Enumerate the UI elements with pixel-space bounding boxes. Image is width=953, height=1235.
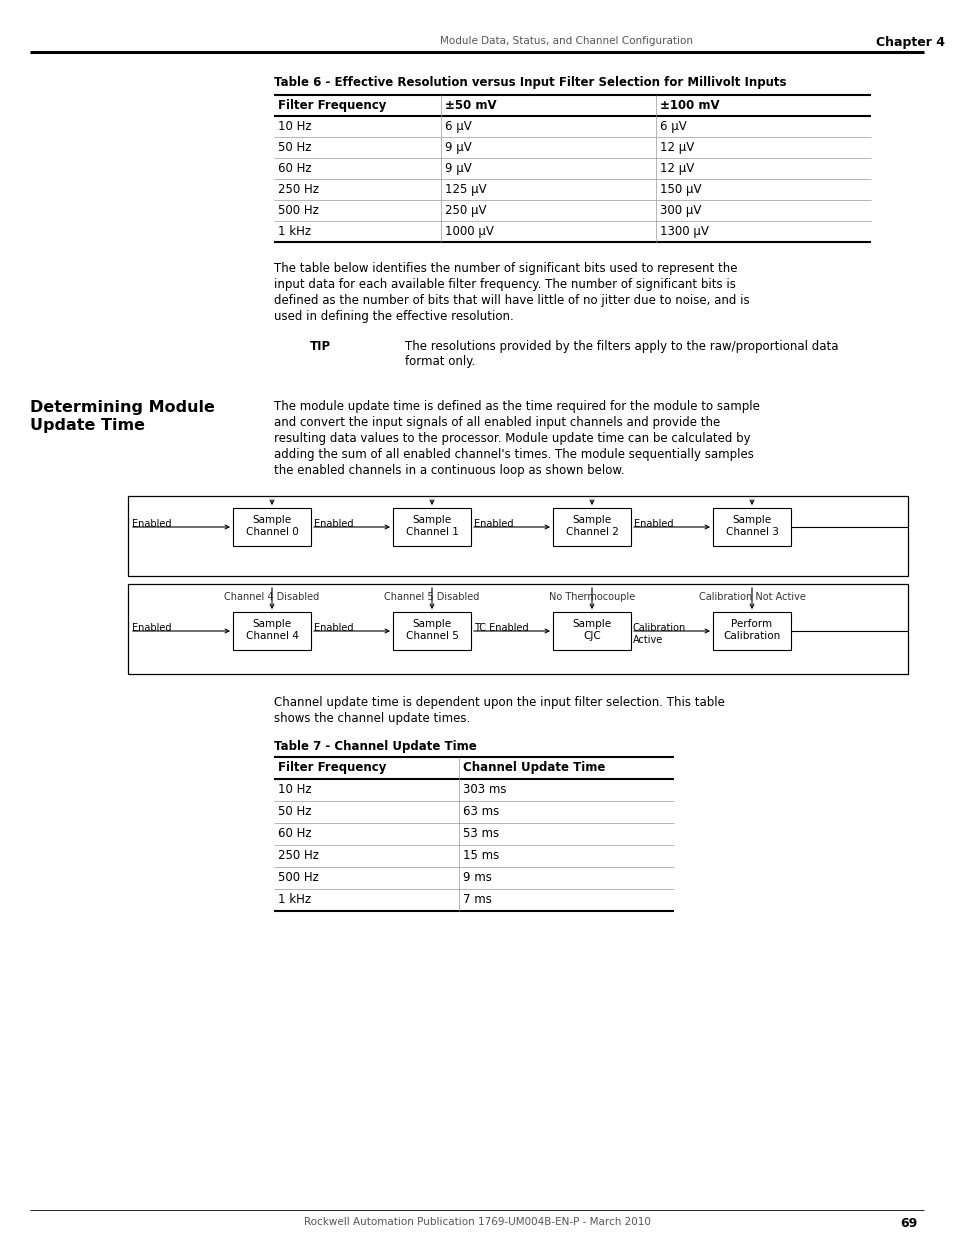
Text: TC Enabled: TC Enabled <box>474 622 528 634</box>
Text: and convert the input signals of all enabled input channels and provide the: and convert the input signals of all ena… <box>274 416 720 429</box>
Text: Update Time: Update Time <box>30 417 145 433</box>
Text: 125 μV: 125 μV <box>444 183 486 196</box>
Text: Enabled: Enabled <box>314 519 354 529</box>
Text: Sample
Channel 4: Sample Channel 4 <box>245 619 298 641</box>
Text: ±50 mV: ±50 mV <box>444 99 497 112</box>
Text: 250 μV: 250 μV <box>444 204 486 217</box>
Text: defined as the number of bits that will have little of no jitter due to noise, a: defined as the number of bits that will … <box>274 294 749 308</box>
Text: Sample
Channel 1: Sample Channel 1 <box>405 515 458 536</box>
Text: Perform
Calibration: Perform Calibration <box>722 619 780 641</box>
Text: 10 Hz: 10 Hz <box>277 783 312 797</box>
Text: Enabled: Enabled <box>634 519 673 529</box>
Text: No Thermocouple: No Thermocouple <box>548 592 635 601</box>
Bar <box>128 584 907 674</box>
Bar <box>712 508 790 546</box>
Text: 300 μV: 300 μV <box>659 204 700 217</box>
Text: Sample
Channel 0: Sample Channel 0 <box>245 515 298 536</box>
Bar <box>393 613 471 650</box>
Text: adding the sum of all enabled channel's times. The module sequentially samples: adding the sum of all enabled channel's … <box>274 448 753 461</box>
Text: 7 ms: 7 ms <box>462 893 492 906</box>
Text: 50 Hz: 50 Hz <box>277 805 312 818</box>
Text: Filter Frequency: Filter Frequency <box>277 761 386 774</box>
Bar <box>128 496 907 576</box>
Text: The module update time is defined as the time required for the module to sample: The module update time is defined as the… <box>274 400 760 412</box>
Text: Channel 5 Disabled: Channel 5 Disabled <box>384 592 479 601</box>
Text: Sample
Channel 3: Sample Channel 3 <box>725 515 778 536</box>
Text: Sample
CJC: Sample CJC <box>572 619 611 641</box>
Text: 303 ms: 303 ms <box>462 783 506 797</box>
Text: 69: 69 <box>900 1216 917 1230</box>
Text: 1300 μV: 1300 μV <box>659 225 708 238</box>
Text: Table 6 - Effective Resolution versus Input Filter Selection for Millivolt Input: Table 6 - Effective Resolution versus In… <box>274 77 785 89</box>
Text: Enabled: Enabled <box>132 622 172 634</box>
Text: Sample
Channel 5: Sample Channel 5 <box>405 619 458 641</box>
Bar <box>553 508 630 546</box>
Text: 1 kHz: 1 kHz <box>277 893 311 906</box>
Text: 60 Hz: 60 Hz <box>277 827 312 840</box>
Text: 6 μV: 6 μV <box>659 120 686 133</box>
Text: Enabled: Enabled <box>474 519 513 529</box>
Text: input data for each available filter frequency. The number of significant bits i: input data for each available filter fre… <box>274 278 735 291</box>
Text: 9 μV: 9 μV <box>444 141 471 154</box>
Text: the enabled channels in a continuous loop as shown below.: the enabled channels in a continuous loo… <box>274 464 624 477</box>
Text: Calibration Not Active: Calibration Not Active <box>698 592 804 601</box>
Text: Rockwell Automation Publication 1769-UM004B-EN-P - March 2010: Rockwell Automation Publication 1769-UM0… <box>303 1216 650 1228</box>
Text: Table 7 - Channel Update Time: Table 7 - Channel Update Time <box>274 740 476 753</box>
Text: 10 Hz: 10 Hz <box>277 120 312 133</box>
Text: Enabled: Enabled <box>132 519 172 529</box>
Text: 500 Hz: 500 Hz <box>277 204 318 217</box>
Text: 9 ms: 9 ms <box>462 871 492 884</box>
Text: Channel Update Time: Channel Update Time <box>462 761 605 774</box>
Text: 60 Hz: 60 Hz <box>277 162 312 175</box>
Text: 500 Hz: 500 Hz <box>277 871 318 884</box>
Text: 53 ms: 53 ms <box>462 827 498 840</box>
Text: Channel update time is dependent upon the input filter selection. This table: Channel update time is dependent upon th… <box>274 697 724 709</box>
Text: format only.: format only. <box>405 354 475 368</box>
Bar <box>553 613 630 650</box>
Bar <box>233 613 311 650</box>
Text: 9 μV: 9 μV <box>444 162 471 175</box>
Text: 1000 μV: 1000 μV <box>444 225 494 238</box>
Text: 250 Hz: 250 Hz <box>277 183 318 196</box>
Text: Sample
Channel 2: Sample Channel 2 <box>565 515 618 536</box>
Text: Module Data, Status, and Channel Configuration: Module Data, Status, and Channel Configu… <box>439 36 692 46</box>
Text: Determining Module: Determining Module <box>30 400 214 415</box>
Text: shows the channel update times.: shows the channel update times. <box>274 713 470 725</box>
Text: ±100 mV: ±100 mV <box>659 99 719 112</box>
Text: Channel 4 Disabled: Channel 4 Disabled <box>224 592 319 601</box>
Text: 6 μV: 6 μV <box>444 120 471 133</box>
Text: 150 μV: 150 μV <box>659 183 700 196</box>
Text: Calibration
Active: Calibration Active <box>633 622 685 645</box>
Text: used in defining the effective resolution.: used in defining the effective resolutio… <box>274 310 514 324</box>
Text: Filter Frequency: Filter Frequency <box>277 99 386 112</box>
Bar <box>712 613 790 650</box>
Text: Chapter 4: Chapter 4 <box>875 36 944 49</box>
Text: TIP: TIP <box>310 340 331 353</box>
Text: 15 ms: 15 ms <box>462 848 498 862</box>
Text: 12 μV: 12 μV <box>659 141 694 154</box>
Text: resulting data values to the processor. Module update time can be calculated by: resulting data values to the processor. … <box>274 432 750 445</box>
Text: The table below identifies the number of significant bits used to represent the: The table below identifies the number of… <box>274 262 737 275</box>
Text: 63 ms: 63 ms <box>462 805 498 818</box>
Text: 12 μV: 12 μV <box>659 162 694 175</box>
Text: Enabled: Enabled <box>314 622 354 634</box>
Text: The resolutions provided by the filters apply to the raw/proportional data: The resolutions provided by the filters … <box>405 340 838 353</box>
Text: 250 Hz: 250 Hz <box>277 848 318 862</box>
Text: 50 Hz: 50 Hz <box>277 141 312 154</box>
Bar <box>233 508 311 546</box>
Bar <box>393 508 471 546</box>
Text: 1 kHz: 1 kHz <box>277 225 311 238</box>
